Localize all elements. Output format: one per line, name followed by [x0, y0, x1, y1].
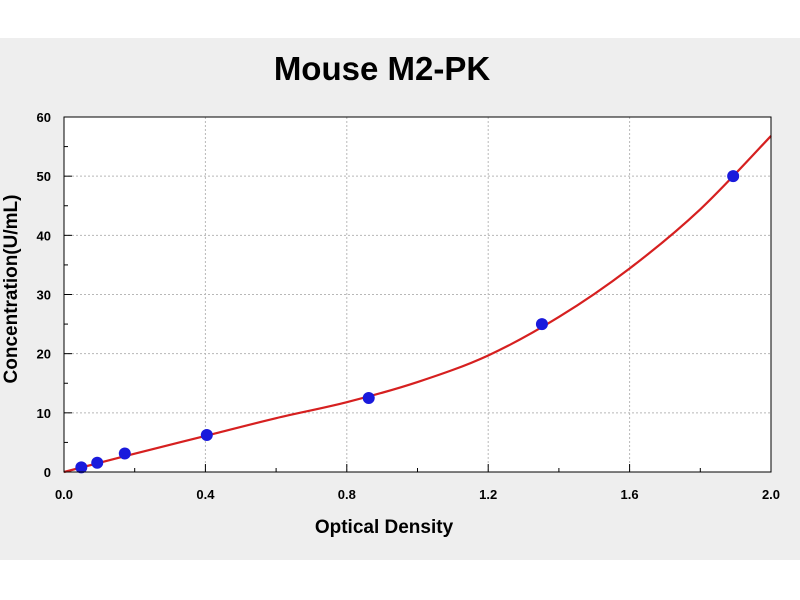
data-point: [200, 429, 213, 442]
data-point: [118, 447, 131, 460]
x-tick-label: 2.0: [762, 487, 780, 502]
data-point: [91, 456, 104, 469]
data-points-layer: [75, 170, 740, 474]
chart-title: Mouse M2-PK: [274, 50, 491, 87]
fit-curve: [63, 135, 772, 474]
y-tick-label: 40: [37, 228, 51, 243]
x-tick-label: 0.8: [338, 487, 356, 502]
x-tick-label: 1.6: [621, 487, 639, 502]
y-tick-label: 60: [37, 110, 51, 125]
y-tick-labels: 0 10 20 30 40 50 60: [37, 110, 51, 480]
data-point: [535, 318, 548, 331]
axis-ticks: [63, 116, 772, 473]
y-axis-title: Concentration(U/mL): [1, 195, 22, 384]
data-point: [75, 461, 88, 474]
grid-lines: [64, 117, 771, 472]
x-tick-label: 0.0: [55, 487, 73, 502]
x-tick-labels: 0.0 0.4 0.8 1.2 1.6 2.0: [55, 487, 780, 502]
y-tick-label: 30: [37, 288, 51, 303]
data-point: [727, 170, 740, 183]
fit-curve-layer: [63, 135, 772, 474]
y-tick-label: 10: [37, 406, 51, 421]
x-axis-title: Optical Density: [315, 517, 454, 538]
y-tick-label: 0: [44, 465, 51, 480]
x-tick-label: 1.2: [479, 487, 497, 502]
y-tick-label: 20: [37, 347, 51, 362]
y-tick-label: 50: [37, 169, 51, 184]
x-tick-label: 0.4: [196, 487, 215, 502]
data-point: [362, 392, 375, 405]
